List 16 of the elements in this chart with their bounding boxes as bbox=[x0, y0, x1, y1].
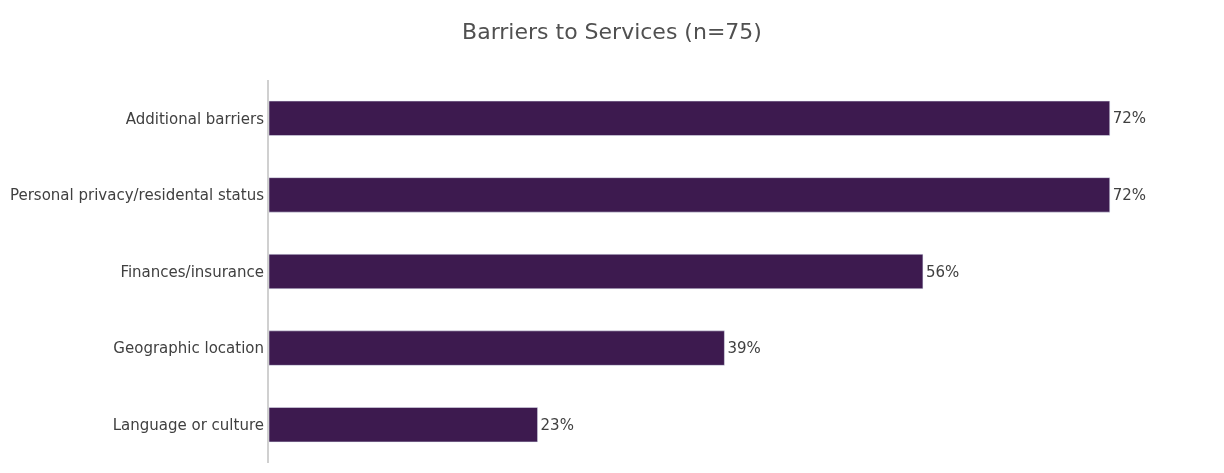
bar bbox=[269, 177, 1110, 213]
data-label: 72% bbox=[1112, 185, 1147, 204]
data-label: 39% bbox=[727, 339, 761, 358]
data-label: 56% bbox=[925, 262, 960, 281]
bar bbox=[269, 330, 725, 366]
data-label: 23% bbox=[540, 415, 574, 434]
y-tick-label: Personal privacy/residental status bbox=[9, 186, 265, 205]
bar bbox=[269, 407, 538, 443]
y-tick-label: Additional barriers bbox=[125, 109, 265, 128]
bar bbox=[269, 254, 924, 289]
data-label: 72% bbox=[1112, 109, 1147, 128]
bar bbox=[269, 100, 1110, 136]
y-tick-label: Finances/insurance bbox=[120, 262, 264, 281]
y-tick-label: Geographic location bbox=[113, 339, 264, 358]
y-tick-label: Language or culture bbox=[112, 415, 264, 434]
chart-title: Barriers to Services (n=75) bbox=[462, 19, 762, 45]
